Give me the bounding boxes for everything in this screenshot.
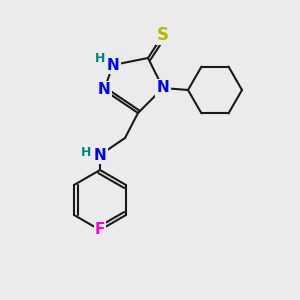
- Text: N: N: [157, 80, 169, 95]
- Text: F: F: [95, 223, 105, 238]
- Text: N: N: [106, 58, 119, 73]
- Text: S: S: [157, 26, 169, 44]
- Text: N: N: [98, 82, 110, 98]
- Text: N: N: [94, 148, 106, 163]
- Text: H: H: [95, 52, 105, 64]
- Text: H: H: [81, 146, 91, 158]
